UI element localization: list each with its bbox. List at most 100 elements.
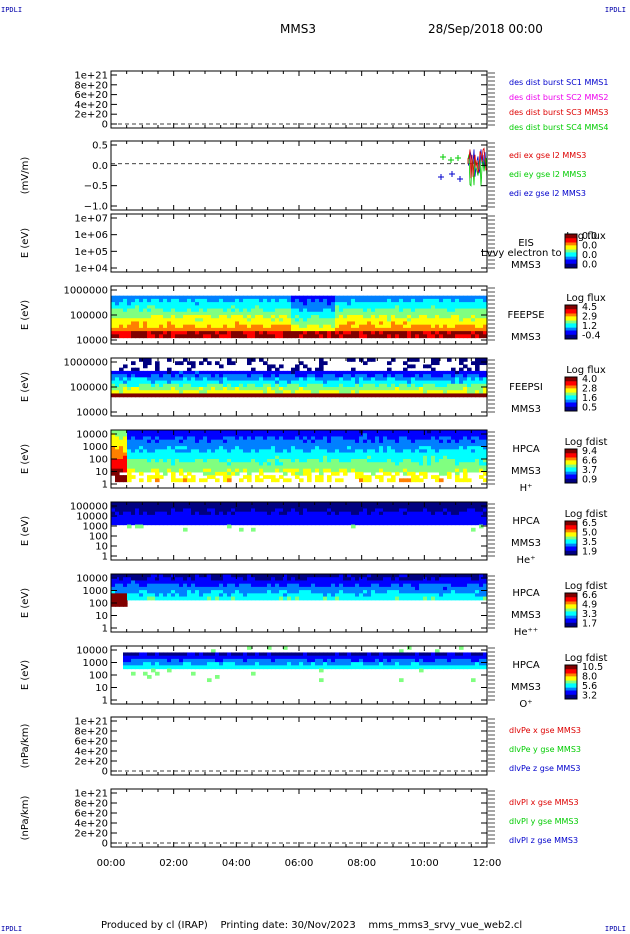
spectrogram-cell bbox=[423, 430, 428, 434]
spectrogram-feeps_e bbox=[111, 295, 488, 339]
spectrogram-cell bbox=[255, 514, 260, 519]
spectrogram-cell bbox=[195, 452, 200, 457]
spectrogram-cell bbox=[355, 324, 360, 329]
spectrogram-cell bbox=[231, 331, 236, 335]
spectrogram-cell bbox=[331, 324, 336, 329]
spectrogram-cell bbox=[463, 374, 468, 378]
spectrogram-cell bbox=[271, 311, 276, 316]
spectrogram-cell bbox=[387, 334, 392, 339]
spectrogram-cell bbox=[343, 521, 348, 526]
spectrogram-cell bbox=[307, 439, 312, 444]
spectrogram-cell bbox=[423, 508, 428, 513]
spectrogram-cell bbox=[395, 436, 400, 441]
spectrogram-cell bbox=[331, 505, 336, 510]
spectrogram-cell bbox=[475, 295, 480, 300]
spectrogram-cell bbox=[151, 430, 156, 434]
spectrogram-cell bbox=[171, 331, 176, 335]
spectrogram-cell bbox=[471, 459, 476, 463]
spectrogram-cell bbox=[367, 459, 372, 463]
spectrogram-cell bbox=[175, 577, 180, 582]
spectrogram-cell bbox=[267, 390, 272, 395]
spectrogram-cell bbox=[311, 518, 316, 522]
panel-label: H⁺ bbox=[520, 483, 533, 494]
spectrogram-cell bbox=[355, 511, 360, 516]
spectrogram-cell bbox=[431, 377, 436, 382]
spectrogram-cell bbox=[139, 433, 144, 438]
spectrogram-cell bbox=[427, 298, 432, 303]
spectrogram-cell bbox=[275, 393, 280, 398]
spectrogram-cell bbox=[263, 439, 268, 444]
spectrogram-cell bbox=[439, 331, 444, 335]
spectrogram-cell bbox=[247, 390, 252, 395]
spectrogram-cell bbox=[147, 433, 152, 438]
spectrogram-cell bbox=[119, 580, 124, 585]
spectrogram-cell bbox=[239, 446, 244, 450]
edi-trace bbox=[467, 147, 488, 179]
spectrogram-cell bbox=[191, 380, 196, 385]
spectrogram-cell bbox=[195, 393, 200, 398]
spectrogram-cell bbox=[375, 305, 380, 310]
spectrogram-cell bbox=[399, 449, 404, 454]
spectrogram-cell bbox=[287, 452, 292, 457]
spectrogram-cell bbox=[319, 308, 324, 313]
spectrogram-cell bbox=[391, 442, 396, 447]
spectrogram-cell bbox=[383, 446, 388, 450]
spectrogram-cell bbox=[231, 308, 236, 313]
spectrogram-cell bbox=[227, 321, 232, 326]
spectrogram-cell bbox=[479, 439, 484, 444]
spectrogram-cell bbox=[459, 324, 464, 329]
spectrogram-cell bbox=[419, 452, 424, 457]
spectrogram-cell bbox=[375, 298, 380, 303]
spectrogram-cell bbox=[123, 514, 128, 519]
spectrogram-cell bbox=[255, 374, 260, 378]
spectrogram-cell bbox=[319, 327, 324, 332]
spectrogram-cell bbox=[319, 459, 324, 463]
spectrogram-cell bbox=[339, 462, 344, 467]
spectrogram-cell bbox=[155, 380, 160, 385]
spectrogram-cell bbox=[271, 383, 276, 388]
spectrogram-cell bbox=[391, 387, 396, 391]
spectrogram-cell bbox=[375, 442, 380, 447]
spectrogram-cell bbox=[119, 593, 124, 598]
spectrogram-cell bbox=[423, 387, 428, 391]
spectrogram-cell bbox=[395, 370, 400, 375]
spectrogram-cell bbox=[319, 518, 324, 522]
spectrogram-cell bbox=[199, 308, 204, 313]
spectrogram-cell bbox=[419, 465, 424, 470]
spectrogram-cell bbox=[131, 475, 136, 479]
spectrogram-cell bbox=[151, 574, 156, 578]
spectrogram-cell bbox=[443, 370, 448, 375]
spectrogram-cell bbox=[467, 511, 472, 516]
spectrogram-cell bbox=[215, 315, 220, 319]
spectrogram-cell bbox=[411, 436, 416, 441]
spectrogram-cell bbox=[163, 511, 168, 516]
spectrogram-cell bbox=[335, 377, 340, 382]
spectrogram-cell bbox=[459, 311, 464, 316]
spectrogram-cell bbox=[175, 380, 180, 385]
spectrogram-cell bbox=[435, 505, 440, 510]
spectrogram-cell bbox=[375, 308, 380, 313]
spectrogram-cell bbox=[403, 465, 408, 470]
spectrogram-cell bbox=[119, 465, 124, 470]
spectrogram-cell bbox=[283, 321, 288, 326]
spectrogram-cell bbox=[231, 390, 236, 395]
spectrogram-cell bbox=[215, 377, 220, 382]
spectrogram-cell bbox=[255, 468, 260, 473]
spectrogram-cell bbox=[391, 370, 396, 375]
spectrogram-cell bbox=[367, 452, 372, 457]
spectrogram-cell bbox=[255, 505, 260, 510]
spectrogram-cell bbox=[455, 370, 460, 375]
spectrogram-cell bbox=[215, 295, 220, 300]
spectrogram-cell bbox=[199, 433, 204, 438]
spectrogram-cell bbox=[435, 439, 440, 444]
colorbar-swatch bbox=[565, 538, 577, 540]
spectrogram-cell bbox=[207, 449, 212, 454]
spectrogram-cell bbox=[223, 380, 228, 385]
colorbar-swatch bbox=[565, 546, 577, 549]
spectrogram-cell bbox=[127, 393, 132, 398]
spectrogram-cell bbox=[147, 465, 152, 470]
spectrogram-cell bbox=[231, 465, 236, 470]
spectrogram-cell bbox=[259, 390, 264, 395]
spectrogram-cell bbox=[307, 502, 312, 506]
spectrogram-cell bbox=[235, 390, 240, 395]
